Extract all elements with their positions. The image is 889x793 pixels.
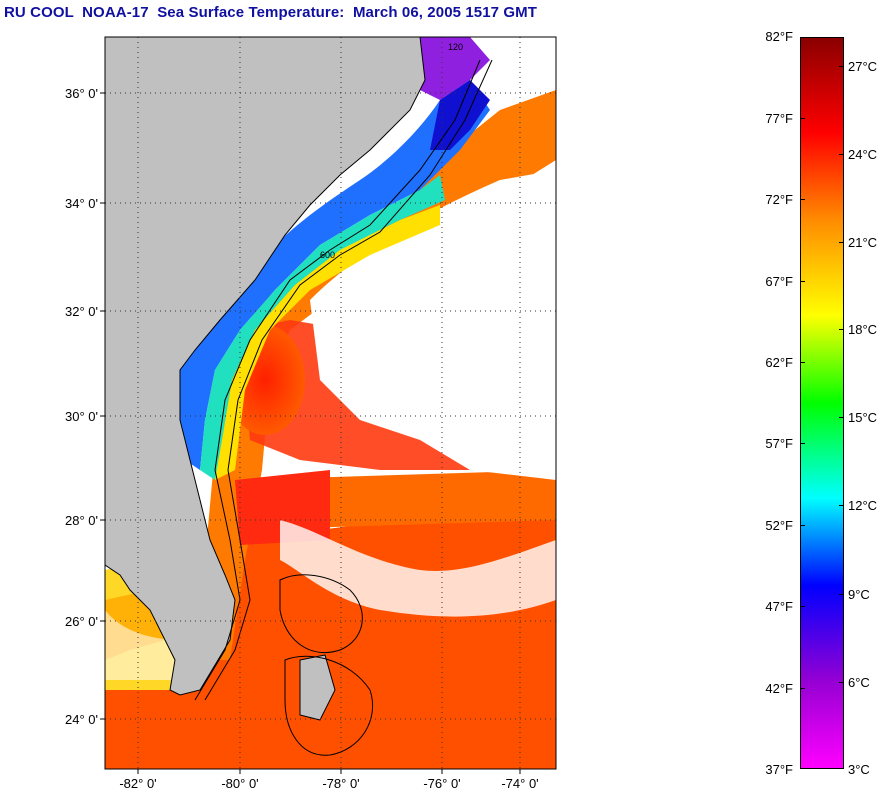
scale-tick [800, 199, 805, 200]
scale-tick [800, 362, 805, 363]
fahrenheit-label: 72°F [765, 192, 793, 207]
fahrenheit-label: 42°F [765, 681, 793, 696]
celsius-label: 27°C [848, 59, 878, 74]
color-scale-bar [800, 37, 844, 769]
celsius-label: 15°C [848, 410, 878, 425]
scale-tick [839, 154, 844, 155]
celsius-label: 9°C [848, 587, 870, 602]
celsius-label: 12°C [848, 498, 878, 513]
celsius-label: 6°C [848, 675, 870, 690]
scale-tick [839, 594, 844, 595]
scale-tick [839, 66, 844, 67]
scale-tick [839, 417, 844, 418]
isobath-600 [204, 59, 493, 701]
celsius-label: 18°C [848, 322, 878, 337]
scale-tick [800, 443, 805, 444]
fahrenheit-label: 67°F [765, 274, 793, 289]
longitude-label: -74° 0' [501, 776, 539, 791]
fahrenheit-label: 57°F [765, 436, 793, 451]
fahrenheit-label: 82°F [765, 29, 793, 44]
latitude-label: 26° 0' [65, 614, 98, 629]
scale-tick [839, 505, 844, 506]
celsius-label: 24°C [848, 147, 878, 162]
fahrenheit-label: 47°F [765, 599, 793, 614]
scale-tick [800, 606, 805, 607]
contour-label: 120 [448, 42, 463, 52]
scale-tick [800, 688, 805, 689]
celsius-label: 21°C [848, 235, 878, 250]
longitude-label: -76° 0' [423, 776, 461, 791]
latitude-label: 28° 0' [65, 513, 98, 528]
bahamas-island [299, 654, 336, 721]
scale-tick [839, 329, 844, 330]
celsius-label: 3°C [848, 762, 870, 777]
southern-warm-water [105, 500, 556, 769]
scale-tick [839, 682, 844, 683]
cloud-cover [310, 170, 556, 480]
fahrenheit-label: 77°F [765, 111, 793, 126]
latitude-label: 32° 0' [65, 304, 98, 319]
longitude-label: -82° 0' [119, 776, 157, 791]
map-title: RU COOL NOAA-17 Sea Surface Temperature:… [4, 4, 538, 21]
latitude-label: 34° 0' [65, 196, 98, 211]
longitude-label: -78° 0' [322, 776, 360, 791]
latitude-label: 24° 0' [65, 712, 98, 727]
coastal-cold-water [180, 80, 490, 470]
longitude-label: -80° 0' [221, 776, 259, 791]
latitude-label: 30° 0' [65, 409, 98, 424]
scale-tick [800, 118, 805, 119]
fahrenheit-label: 52°F [765, 518, 793, 533]
scale-tick [839, 242, 844, 243]
contour-label: 600 [320, 250, 335, 260]
fahrenheit-label: 37°F [765, 762, 793, 777]
isobath-120 [194, 59, 481, 701]
latitude-label: 36° 0' [65, 86, 98, 101]
fahrenheit-label: 62°F [765, 355, 793, 370]
scale-tick [800, 525, 805, 526]
land-mass [105, 37, 426, 696]
scale-tick [800, 281, 805, 282]
